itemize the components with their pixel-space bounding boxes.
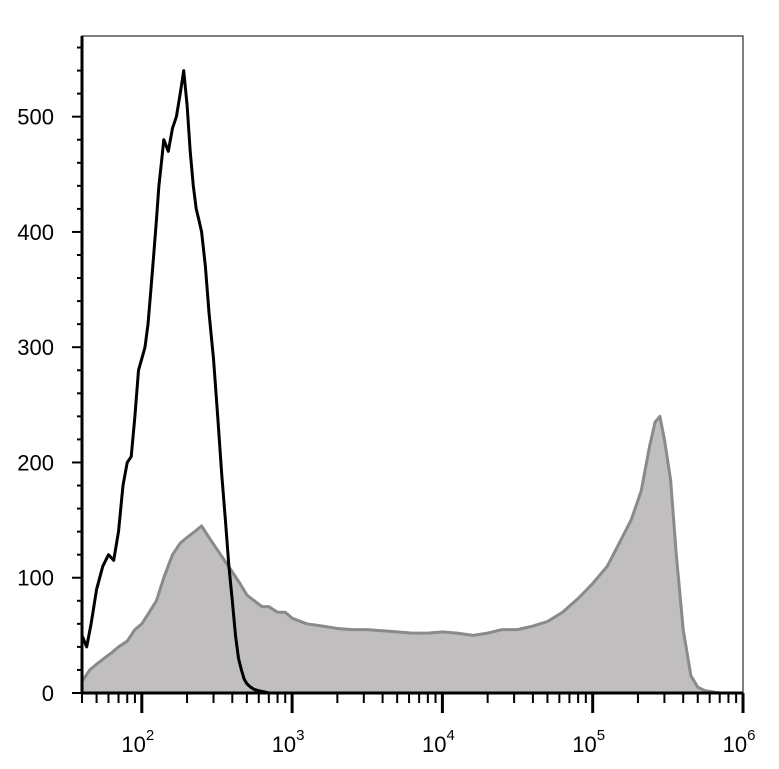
x-tick-label: 104 [422,727,455,757]
series-0-outline [80,414,743,695]
y-axis-ticks [72,46,82,694]
y-tick-label: 400 [17,220,54,245]
y-tick-label: 100 [17,566,54,591]
x-axis-tick-labels: 102 103 104 105 106 [121,727,755,757]
x-axis-ticks [81,693,745,713]
y-tick-label: 500 [17,105,54,130]
x-tick-label: 102 [121,727,154,757]
x-tick-label: 105 [572,727,605,757]
x-tick-label: 106 [723,727,756,757]
series-0-area [82,416,743,693]
y-tick-label: 300 [17,335,54,360]
y-tick-label: 0 [42,681,54,706]
y-tick-label: 200 [17,450,54,475]
x-tick-label: 103 [272,727,305,757]
y-axis-tick-labels: 0 100 200 300 400 500 [17,105,54,706]
